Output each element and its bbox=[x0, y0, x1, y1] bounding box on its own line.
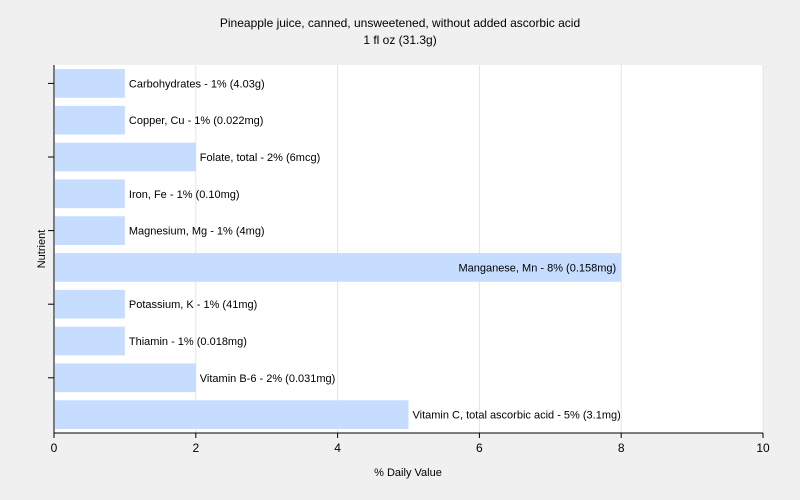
bar-label-8: Vitamin B-6 - 2% (0.031mg) bbox=[200, 373, 336, 385]
bar-1 bbox=[55, 105, 125, 135]
bar-0 bbox=[55, 69, 125, 98]
bar-label-0: Carbohydrates - 1% (4.03g) bbox=[129, 78, 265, 90]
bar-6 bbox=[55, 289, 125, 319]
chart-subtitle: 1 fl oz (31.3g) bbox=[363, 33, 436, 47]
bar-5 bbox=[55, 253, 622, 282]
x-tick-label-2: 4 bbox=[334, 441, 341, 455]
y-axis-label: Nutrient bbox=[36, 230, 48, 269]
x-tick-label-4: 8 bbox=[618, 441, 625, 455]
bar-label-1: Copper, Cu - 1% (0.022mg) bbox=[129, 115, 264, 127]
bar-2 bbox=[55, 142, 196, 172]
x-tick-label-5: 10 bbox=[756, 441, 770, 455]
bar-labels: Carbohydrates - 1% (4.03g) Copper, Cu - 1… bbox=[129, 78, 621, 421]
chart-title: Pineapple juice, canned, unsweetened, wi… bbox=[220, 16, 580, 30]
bar-label-9: Vitamin C, total ascorbic acid - 5% (3.1… bbox=[413, 410, 621, 422]
bar-7 bbox=[55, 326, 125, 356]
bar-label-3: Iron, Fe - 1% (0.10mg) bbox=[129, 189, 240, 201]
bar-9 bbox=[55, 400, 409, 429]
bar-4 bbox=[55, 216, 125, 245]
bar-label-4: Magnesium, Mg - 1% (4mg) bbox=[129, 226, 265, 238]
bar-8 bbox=[55, 363, 196, 393]
bar-label-6: Potassium, K - 1% (41mg) bbox=[129, 299, 257, 311]
axes bbox=[48, 65, 763, 434]
bar-label-7: Thiamin - 1% (0.018mg) bbox=[129, 336, 247, 348]
bars bbox=[55, 69, 622, 429]
x-tick-label-3: 6 bbox=[476, 441, 483, 455]
x-tick-label-0: 0 bbox=[51, 441, 58, 455]
bar-label-5: Manganese, Mn - 8% (0.158mg) bbox=[458, 262, 616, 274]
x-axis-ticks: 0 2 4 6 8 10 bbox=[51, 433, 770, 455]
bar-label-2: Folate, total - 2% (6mcg) bbox=[200, 152, 320, 164]
gridlines bbox=[195, 65, 764, 433]
x-axis-label: % Daily Value bbox=[374, 467, 442, 479]
x-tick-label-1: 2 bbox=[192, 441, 199, 455]
bar-3 bbox=[55, 179, 125, 209]
